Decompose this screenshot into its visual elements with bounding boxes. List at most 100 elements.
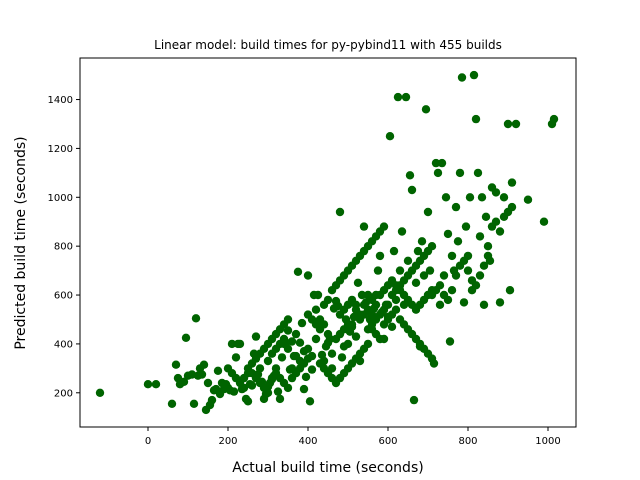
data-point-285 — [363, 339, 373, 349]
x-tick-label-5: 1000 — [535, 436, 560, 447]
data-point-55 — [277, 353, 287, 362]
data-point-321 — [303, 354, 313, 363]
data-point-337 — [283, 315, 293, 324]
data-point-273 — [427, 354, 437, 363]
data-point-1 — [143, 380, 153, 389]
data-point-165 — [505, 286, 515, 295]
data-point-32 — [231, 353, 241, 362]
data-point-127 — [421, 105, 431, 114]
data-point-154 — [475, 232, 485, 241]
data-point-7 — [179, 377, 189, 386]
data-point-226 — [479, 261, 489, 270]
data-point-132 — [431, 158, 441, 168]
x-tick-label-2: 400 — [298, 436, 317, 447]
data-point-289 — [315, 315, 325, 324]
data-point-128 — [423, 207, 433, 217]
data-point-166 — [507, 178, 517, 187]
data-point-42 — [251, 332, 261, 341]
data-point-64 — [295, 338, 305, 347]
data-point-117 — [401, 92, 411, 102]
data-point-156 — [479, 300, 489, 309]
x-tick-label-3: 600 — [378, 436, 397, 447]
data-point-149 — [465, 193, 475, 202]
data-point-11 — [189, 399, 199, 408]
data-point-157 — [481, 212, 491, 221]
data-point-217 — [443, 295, 453, 305]
y-tick-label-4: 1000 — [48, 193, 73, 204]
data-point-84 — [335, 207, 345, 217]
data-point-139 — [445, 337, 455, 346]
data-point-227 — [483, 251, 493, 261]
data-point-16 — [199, 360, 209, 369]
data-point-120 — [407, 185, 417, 195]
chart-title: Linear model: build times for py-pybind1… — [154, 38, 502, 52]
data-point-93 — [353, 278, 363, 287]
data-point-66 — [299, 384, 309, 394]
data-point-177 — [283, 344, 293, 353]
data-point-18 — [203, 378, 213, 388]
data-point-103 — [373, 266, 383, 275]
data-point-8 — [181, 333, 191, 342]
data-point-240 — [359, 300, 369, 309]
data-point-144 — [455, 168, 465, 178]
data-point-194 — [351, 332, 361, 341]
data-point-153 — [473, 168, 483, 178]
data-point-187 — [323, 329, 333, 339]
data-point-44 — [255, 364, 265, 373]
data-point-155 — [477, 193, 487, 202]
data-point-158 — [483, 242, 493, 251]
data-point-30 — [227, 339, 237, 349]
x-tick-label-4: 800 — [458, 436, 477, 447]
data-point-118 — [403, 256, 413, 265]
data-point-222 — [463, 266, 473, 275]
data-point-224 — [471, 281, 481, 290]
data-point-70 — [307, 365, 317, 374]
x-axis-ticks: 0 200 400 600 800 1000 — [145, 427, 561, 447]
data-point-169 — [539, 217, 549, 226]
data-point-161 — [491, 188, 501, 197]
data-point-305 — [379, 222, 389, 231]
data-point-193 — [347, 322, 357, 331]
data-point-65 — [297, 318, 307, 328]
data-point-20 — [207, 395, 217, 405]
data-point-123 — [413, 246, 423, 256]
data-point-260 — [375, 334, 385, 344]
data-point-146 — [459, 298, 469, 307]
data-point-147 — [461, 222, 471, 231]
data-point-239 — [355, 310, 365, 319]
data-point-115 — [397, 227, 407, 236]
data-point-4 — [171, 360, 181, 369]
data-point-119 — [405, 171, 415, 180]
data-point-2 — [151, 380, 161, 389]
data-point-218 — [447, 286, 457, 295]
data-point-133 — [433, 168, 443, 178]
data-point-237 — [347, 295, 357, 305]
data-point-110 — [387, 322, 397, 331]
data-point-113 — [393, 92, 403, 102]
data-point-68 — [303, 271, 313, 280]
data-point-62 — [291, 329, 301, 339]
data-point-67 — [301, 372, 311, 382]
data-point-54 — [275, 394, 285, 404]
data-point-176 — [279, 334, 289, 344]
data-point-291 — [323, 295, 333, 305]
data-point-221 — [459, 256, 469, 265]
data-point-163 — [499, 193, 509, 202]
scatter-points — [95, 70, 559, 415]
data-point-134 — [435, 300, 445, 309]
data-point-121 — [409, 395, 419, 405]
data-point-142 — [451, 202, 461, 212]
data-point-72 — [311, 305, 321, 314]
data-point-311 — [263, 388, 273, 397]
y-tick-label-1: 400 — [54, 339, 73, 350]
data-point-215 — [435, 281, 445, 290]
x-axis-label: Actual build time (seconds) — [232, 460, 423, 476]
data-point-126 — [419, 271, 429, 280]
data-point-213 — [427, 242, 437, 251]
data-point-104 — [375, 251, 385, 261]
data-point-178 — [287, 337, 297, 346]
data-point-53 — [273, 387, 283, 396]
data-point-229 — [491, 217, 501, 226]
